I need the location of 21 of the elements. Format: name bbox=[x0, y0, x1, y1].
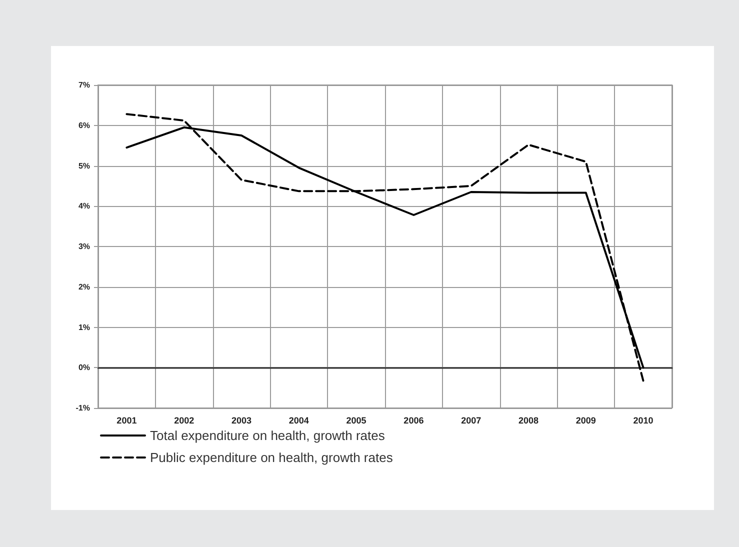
y-tick-label: 0% bbox=[78, 363, 90, 372]
y-tick-label: 3% bbox=[78, 242, 90, 251]
x-tick-label: 2010 bbox=[633, 416, 654, 426]
x-tick-label: 2003 bbox=[231, 416, 252, 426]
y-tick-label: 5% bbox=[78, 161, 90, 170]
x-tick-label: 2007 bbox=[461, 416, 482, 426]
x-tick-label: 2004 bbox=[288, 416, 309, 426]
x-tick-label: 2002 bbox=[174, 416, 194, 426]
y-tick-label: 6% bbox=[78, 120, 90, 130]
legend-label: Public expenditure on health, growth rates bbox=[150, 450, 394, 465]
x-tick-label: 2006 bbox=[404, 416, 424, 426]
x-tick-label: 2008 bbox=[518, 416, 539, 426]
y-tick-label: 4% bbox=[78, 202, 90, 211]
y-tick-label: -1% bbox=[76, 404, 90, 412]
y-tick-label: 7% bbox=[78, 80, 90, 90]
y-tick-label: 2% bbox=[78, 282, 90, 292]
x-tick-label: 2001 bbox=[116, 416, 137, 426]
x-tick-label: 2005 bbox=[346, 416, 366, 426]
x-tick-label: 2009 bbox=[576, 416, 596, 426]
y-tick-label: 1% bbox=[78, 322, 90, 332]
legend-label: Total expenditure on health, growth rates bbox=[150, 428, 386, 443]
